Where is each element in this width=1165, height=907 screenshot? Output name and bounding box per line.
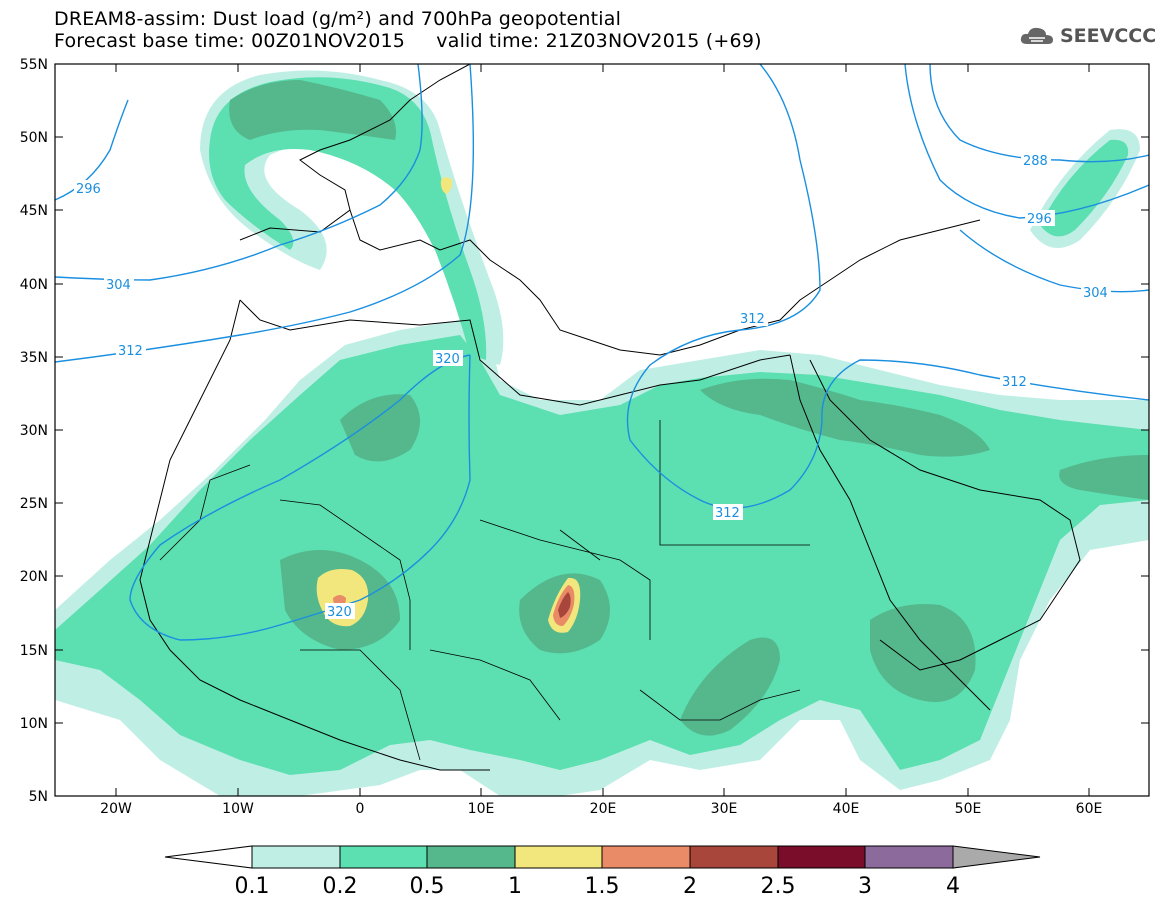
dust-band-2-central bbox=[558, 592, 571, 618]
contour-296-west bbox=[55, 99, 129, 201]
dust-band-0.2-north bbox=[209, 77, 487, 360]
lon-tick-label: 30E bbox=[711, 801, 738, 817]
colorbar-bin bbox=[601, 845, 691, 869]
lat-tick-label: 30N bbox=[20, 423, 48, 439]
lat-tick-label: 40N bbox=[20, 277, 48, 293]
lat-tick-label: 45N bbox=[20, 203, 48, 219]
contour-296-east bbox=[904, 64, 1149, 219]
lat-tick-labels: 55N 50N 45N 40N 35N 30N 25N 20N 15N 10N … bbox=[20, 57, 48, 805]
colorbar-bin bbox=[514, 845, 603, 869]
contour-304 bbox=[55, 64, 423, 281]
lat-tick-label: 15N bbox=[20, 643, 48, 659]
geopotential-contours bbox=[55, 64, 1149, 641]
lat-tick-label: 25N bbox=[20, 496, 48, 512]
contour-label: 296 bbox=[76, 182, 101, 197]
colorbar: 0.1 0.2 0.5 1 1.5 2 2.5 3 4 bbox=[164, 845, 1041, 899]
contour-label: 296 bbox=[1027, 212, 1052, 227]
dust-band-0.5-h bbox=[340, 394, 420, 462]
colorbar-label: 1.5 bbox=[585, 874, 620, 899]
contour-label: 312 bbox=[118, 344, 143, 359]
lat-tick-label: 20N bbox=[20, 569, 48, 585]
dust-band-1-alps bbox=[440, 177, 453, 194]
dust-band-0.5-e bbox=[229, 80, 396, 140]
lon-tick-label: 20W bbox=[100, 801, 132, 817]
colorbar-bin bbox=[689, 845, 779, 869]
lat-tick-label: 35N bbox=[20, 350, 48, 366]
lon-tick-label: 40E bbox=[833, 801, 860, 817]
title-line-1: DREAM8-assim: Dust load (g/m²) and 700hP… bbox=[54, 8, 622, 30]
contour-label: 312 bbox=[1002, 375, 1027, 390]
lon-tick-label: 60E bbox=[1076, 801, 1103, 817]
contour-320 bbox=[129, 354, 471, 641]
axis-ticks bbox=[55, 64, 1149, 796]
colorbar-max-arrow bbox=[952, 845, 1041, 869]
contour-label: 304 bbox=[1083, 286, 1108, 301]
lon-tick-label: 10E bbox=[468, 801, 495, 817]
contour-label: 304 bbox=[106, 278, 131, 293]
lat-tick-label: 55N bbox=[20, 57, 48, 73]
colorbar-bin bbox=[426, 845, 516, 869]
colorbar-bin bbox=[251, 845, 341, 869]
colorbar-bin bbox=[339, 845, 428, 869]
colorbar-label: 0.5 bbox=[410, 874, 445, 899]
lon-tick-label: 20E bbox=[590, 801, 617, 817]
dust-band-0.5-b bbox=[1059, 455, 1149, 500]
colorbar-label: 3 bbox=[858, 874, 872, 899]
internal-borders bbox=[159, 420, 810, 761]
contour-304-east bbox=[959, 229, 1149, 293]
map-title: DREAM8-assim: Dust load (g/m²) and 700hP… bbox=[54, 8, 762, 52]
lat-tick-label: 5N bbox=[29, 789, 48, 805]
colorbar-label: 1 bbox=[508, 874, 522, 899]
colorbar-label: 2 bbox=[683, 874, 697, 899]
lon-tick-labels: 20W 10W 0 10E 20E 30E 40E 50E 60E bbox=[100, 801, 1102, 817]
dust-fields bbox=[55, 70, 1149, 796]
cloud-icon bbox=[1020, 27, 1053, 44]
colorbar-bin bbox=[777, 845, 866, 869]
colorbar-label: 4 bbox=[946, 874, 960, 899]
africa-coast bbox=[139, 299, 991, 771]
lon-tick-label: 10W bbox=[222, 801, 254, 817]
coastlines bbox=[139, 64, 1081, 771]
contour-312 bbox=[55, 64, 1149, 509]
contour-288 bbox=[929, 64, 1149, 163]
lon-tick-label: 0 bbox=[356, 801, 365, 817]
colorbar-label: 2.5 bbox=[761, 874, 796, 899]
lat-tick-label: 50N bbox=[20, 130, 48, 146]
arabia-coast bbox=[809, 359, 1081, 671]
logo-text: SEEVCCC bbox=[1060, 25, 1157, 47]
lat-tick-label: 10N bbox=[20, 716, 48, 732]
dust-band-0.5-d bbox=[870, 604, 976, 702]
contour-label: 320 bbox=[435, 352, 460, 367]
title-line-2: Forecast base time: 00Z01NOV2015 valid t… bbox=[54, 30, 762, 52]
colorbar-bin bbox=[864, 845, 954, 869]
seevccc-logo: SEEVCCC bbox=[1018, 24, 1156, 48]
colorbar-label: 0.2 bbox=[323, 874, 358, 899]
contour-label-group: 296 304 312 320 320 312 312 312 288 296 … bbox=[74, 152, 1111, 620]
contour-label: 288 bbox=[1023, 154, 1048, 169]
colorbar-label: 0.1 bbox=[235, 874, 270, 899]
colorbar-min-arrow bbox=[164, 845, 253, 869]
lon-tick-label: 50E bbox=[955, 801, 982, 817]
contour-label: 312 bbox=[715, 506, 740, 521]
contour-label: 312 bbox=[740, 312, 765, 327]
dust-band-0.5-c bbox=[680, 637, 780, 736]
dust-band-0.5 bbox=[700, 378, 990, 457]
contour-label: 320 bbox=[327, 605, 352, 620]
